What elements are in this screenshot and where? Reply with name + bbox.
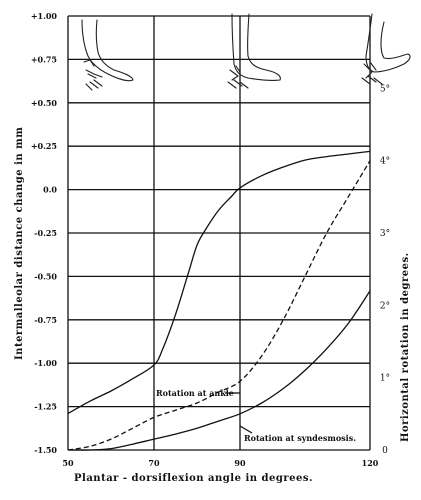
y-tick-label: -0.50 bbox=[34, 271, 57, 281]
y-axis-label: Intermalleolar distance change in mm bbox=[14, 127, 25, 360]
grid bbox=[67, 15, 371, 451]
y2-tick-label: 1° bbox=[380, 374, 390, 384]
y2-tick-label: 2° bbox=[380, 301, 390, 311]
y-tick-label: 0.0 bbox=[43, 185, 57, 195]
y2-tick-label: 5° bbox=[380, 84, 390, 94]
x-tick-label: 70 bbox=[148, 458, 160, 468]
y-tick-label: +0.25 bbox=[31, 141, 57, 151]
x-axis-label: Plantar - dorsiflexion angle in degrees. bbox=[74, 473, 313, 484]
x-tick-label: 90 bbox=[234, 458, 246, 468]
y2-axis-label: Horizontal rotation in degrees. bbox=[400, 252, 411, 442]
y-tick-label: -1.25 bbox=[34, 402, 57, 412]
y-tick-label: -1.00 bbox=[34, 358, 57, 368]
y-tick-label: -1.50 bbox=[34, 445, 57, 455]
annotation-ankle: Rotation at ankle bbox=[156, 388, 234, 398]
foot-plantarflexed-icon bbox=[81, 19, 134, 91]
x-tick-label: 50 bbox=[62, 458, 74, 468]
series-line-1 bbox=[67, 160, 371, 451]
annotations: Rotation at ankle Rotation at syndesmosi… bbox=[156, 388, 356, 443]
series bbox=[67, 150, 371, 451]
y-tick-label: -0.75 bbox=[34, 315, 57, 325]
y-tick-label: +0.50 bbox=[31, 98, 58, 108]
annotation-leader-syndesmosis bbox=[239, 425, 253, 434]
foot-neutral-icon bbox=[227, 13, 281, 89]
y-tick-label: +1.00 bbox=[31, 11, 58, 21]
y2-tick-label: 3° bbox=[380, 229, 390, 239]
tick-labels: +1.00 +0.75 +0.50 +0.25 0.0 -0.25 -0.50 -0.75 -1… bbox=[31, 11, 390, 468]
series-line-0 bbox=[67, 150, 371, 415]
y2-tick-label: 4° bbox=[380, 157, 390, 167]
y-tick-label: +0.75 bbox=[31, 54, 57, 64]
x-tick-label: 120 bbox=[362, 458, 379, 468]
foot-dorsiflexed-icon bbox=[361, 13, 411, 85]
y2-tick-label: 0 bbox=[382, 446, 388, 456]
y-tick-label: -0.25 bbox=[34, 228, 57, 238]
series-line-2 bbox=[67, 290, 371, 451]
foot-illustrations bbox=[81, 13, 411, 91]
annotation-syndesmosis: Rotation at syndesmosis. bbox=[244, 433, 356, 443]
